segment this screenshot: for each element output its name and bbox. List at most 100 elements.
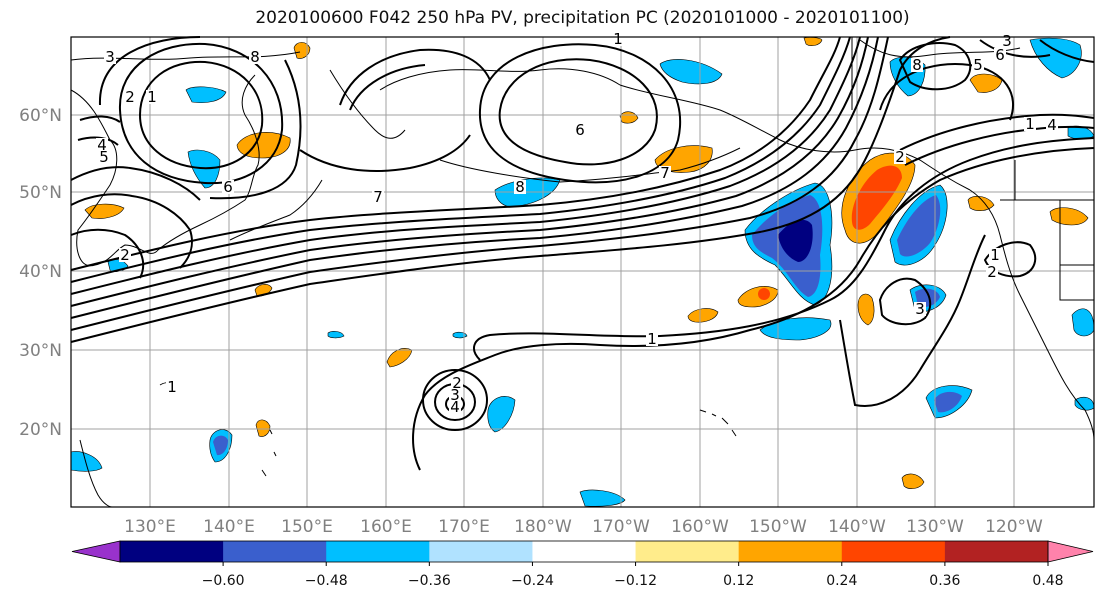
- longitude-label: 130°W: [906, 517, 964, 537]
- pv-contour: [70, 36, 841, 271]
- pv-contour: [70, 36, 869, 307]
- pv-contour: [473, 137, 1095, 361]
- contour-label: 1: [647, 330, 657, 348]
- contour-label-bg: [449, 400, 461, 414]
- pv-contour: [70, 36, 889, 331]
- longitude-label: 140°E: [203, 517, 255, 537]
- coastline-kamchatka: [329, 69, 406, 139]
- pv-contour: [478, 43, 681, 184]
- contour-label-bg: [104, 50, 116, 64]
- colorbar-segment: [738, 541, 843, 562]
- colorbar-segment: [429, 541, 533, 562]
- coastline-japan: [229, 179, 323, 241]
- pv-contour: [98, 36, 302, 200]
- colorbar-tick-label: −0.24: [511, 573, 554, 589]
- pv-contour: [70, 36, 879, 319]
- colorbar-segment: [326, 541, 430, 562]
- contour-label: 5: [99, 148, 109, 166]
- colorbar-segment: [841, 541, 946, 562]
- contour-label: 3: [450, 386, 460, 404]
- contour-label: 7: [373, 188, 383, 206]
- contour-label: 6: [223, 178, 233, 196]
- contour-label-bg: [994, 48, 1006, 62]
- contour-label: 1: [147, 88, 157, 106]
- pv-contour: [70, 193, 193, 269]
- contour-label: 2: [120, 246, 130, 264]
- coastline-north-america: [969, 189, 1095, 441]
- precip-negative-area: [934, 391, 962, 413]
- colorbar-tick-label: 0.48: [1032, 573, 1063, 589]
- pv-contour: [299, 134, 471, 172]
- contour-label: 1: [613, 30, 623, 48]
- colorbar-tick-label: −0.36: [408, 573, 451, 589]
- precip-negative-area: [487, 396, 516, 433]
- pv-contour: [118, 42, 284, 185]
- precip-anomaly-shading: [70, 37, 1095, 507]
- pv-contour: [983, 241, 1037, 278]
- colorbar-tick-label: −0.12: [614, 573, 657, 589]
- precip-negative-area: [327, 331, 345, 339]
- pv-contour: [899, 113, 1095, 151]
- precip-negative-area: [213, 435, 228, 456]
- colorbar: [71, 540, 1094, 563]
- pv-contours: [70, 36, 1095, 471]
- colorbar-tick-labels: −0.60 −0.48 −0.36 −0.24 −0.12 0.12 0.24 0.36 0.4…: [202, 562, 1064, 589]
- colorbar-tick-label: 0.12: [723, 573, 754, 589]
- contour-label-bg: [1046, 118, 1058, 132]
- coastline-philippines: [79, 439, 113, 508]
- precip-negative-area: [494, 177, 561, 208]
- contour-label-bg: [914, 302, 926, 316]
- contour-label: 8: [250, 48, 260, 66]
- longitude-label: 170°E: [438, 517, 490, 537]
- precip-negative-area: [659, 59, 723, 85]
- longitude-label: 160°W: [671, 517, 729, 537]
- latitude-label: 40°N: [19, 262, 62, 282]
- pv-contour: [878, 277, 932, 326]
- coastline-bering: [379, 68, 621, 91]
- contour-label: 5: [973, 56, 983, 74]
- pv-contour: [412, 147, 1095, 471]
- precip-negative-area: [579, 489, 626, 507]
- colorbar-frame: [119, 540, 1049, 563]
- contour-label-bg: [124, 90, 136, 104]
- contour-label: 3: [105, 48, 115, 66]
- latitude-label: 30°N: [19, 341, 62, 361]
- colorbar-tick-label: 0.24: [826, 573, 857, 589]
- precip-positive-area: [901, 473, 925, 489]
- colorbar-segment: [532, 541, 637, 562]
- precip-negative-area: [70, 451, 103, 472]
- longitude-label: 160°E: [360, 517, 412, 537]
- pv-contour: [879, 63, 1015, 121]
- precip-negative-area: [778, 219, 813, 262]
- map-title: 2020100600 F042 250 hPa PV, precipitatio…: [255, 8, 910, 28]
- contour-label: 6: [995, 46, 1005, 64]
- state-borders: [851, 37, 1094, 301]
- contour-label-bg: [146, 90, 158, 104]
- colorbar-segment: [635, 541, 740, 562]
- contour-label-bg: [166, 380, 178, 394]
- contour-label-bg: [449, 388, 461, 402]
- contour-label: 4: [1047, 116, 1057, 134]
- contour-label: 1: [1025, 115, 1035, 133]
- contour-label-bg: [249, 50, 261, 64]
- contour-label-bg: [222, 180, 234, 194]
- precip-positive-area: [255, 419, 271, 437]
- map-graticule: [71, 37, 1094, 507]
- longitude-label: 130°E: [124, 517, 176, 537]
- coastlines: [70, 37, 1095, 508]
- contour-label-bg: [911, 58, 923, 72]
- contour-label: 2: [452, 374, 462, 392]
- contour-label: 3: [1002, 32, 1012, 50]
- contour-label-bg: [659, 166, 671, 180]
- contour-label-bg: [372, 190, 384, 204]
- contour-label-bg: [119, 248, 131, 262]
- colorbar-segment: [223, 541, 327, 562]
- contour-label: 4: [450, 398, 460, 416]
- contour-label: 8: [515, 178, 525, 196]
- coastline-asia: [70, 74, 260, 267]
- precip-positive-area: [293, 42, 311, 59]
- colorbar-tick-label: −0.48: [305, 573, 348, 589]
